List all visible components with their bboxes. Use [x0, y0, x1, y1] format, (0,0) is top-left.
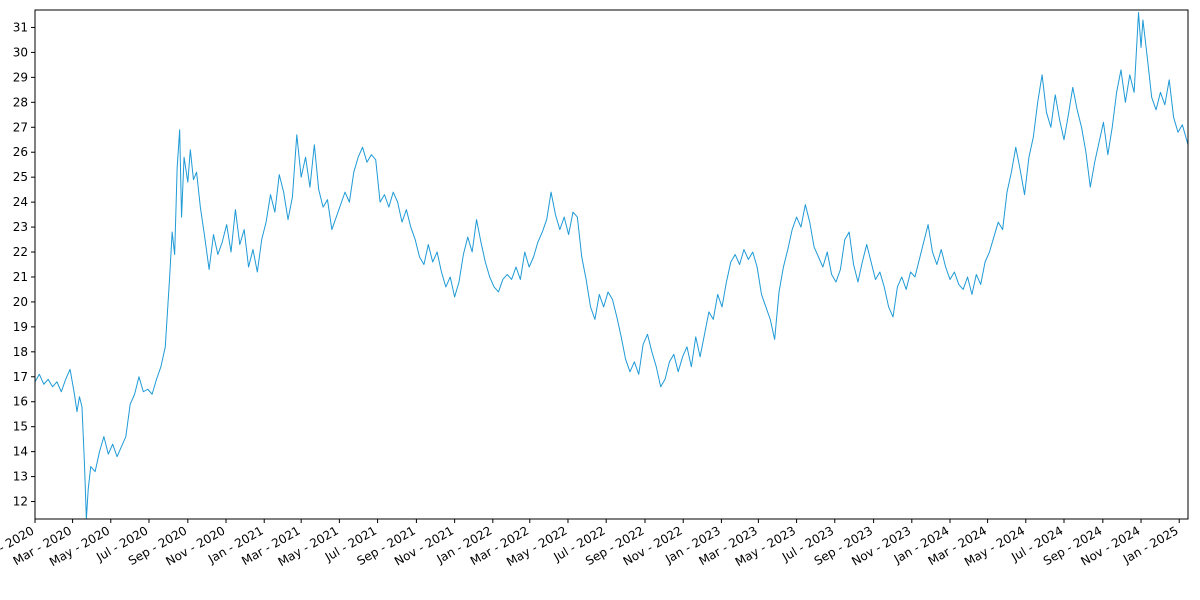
- y-tick-label: 14: [13, 445, 28, 459]
- y-tick-label: 31: [13, 20, 28, 34]
- y-tick-label: 19: [13, 320, 28, 334]
- y-tick-label: 17: [13, 370, 28, 384]
- plot-frame: [34, 9, 1189, 520]
- series-line-0: [34, 12, 1189, 520]
- y-tick-label: 30: [13, 45, 28, 59]
- y-tick-label: 13: [13, 470, 28, 484]
- y-tick-label: 28: [13, 95, 28, 109]
- series-line-group: [34, 12, 1189, 520]
- y-tick-label: 29: [13, 70, 28, 84]
- y-tick-label: 21: [13, 270, 28, 284]
- y-tick-label: 25: [13, 170, 28, 184]
- y-tick-label: 26: [13, 145, 28, 159]
- y-tick-label: 20: [13, 295, 28, 309]
- y-tick-label: 22: [13, 245, 28, 259]
- y-tick-label: 18: [13, 345, 28, 359]
- y-tick-label: 24: [13, 195, 28, 209]
- y-tick-label: 12: [13, 495, 28, 509]
- y-tick-label: 16: [13, 395, 28, 409]
- y-tick-label: 23: [13, 220, 28, 234]
- y-tick-label: 15: [13, 420, 28, 434]
- y-tick-label: 27: [13, 120, 28, 134]
- y-axis: 12 13 14 15 16 17 18 19 20 21 22 23 24 25 26 27 28 29 30 31: [13, 20, 35, 509]
